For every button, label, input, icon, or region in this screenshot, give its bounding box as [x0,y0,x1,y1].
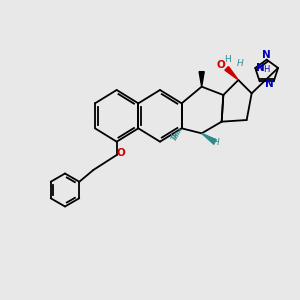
Polygon shape [199,72,204,87]
Text: H: H [224,56,231,64]
Text: N: N [262,50,271,60]
Text: O: O [217,60,226,70]
Text: N: N [256,63,265,73]
Text: H: H [170,132,177,141]
Text: N: N [265,80,274,89]
Text: H: H [237,59,243,68]
Text: H: H [263,65,269,74]
Text: H: H [213,138,220,147]
Polygon shape [202,133,216,144]
Text: O: O [117,148,125,158]
Polygon shape [225,67,238,80]
